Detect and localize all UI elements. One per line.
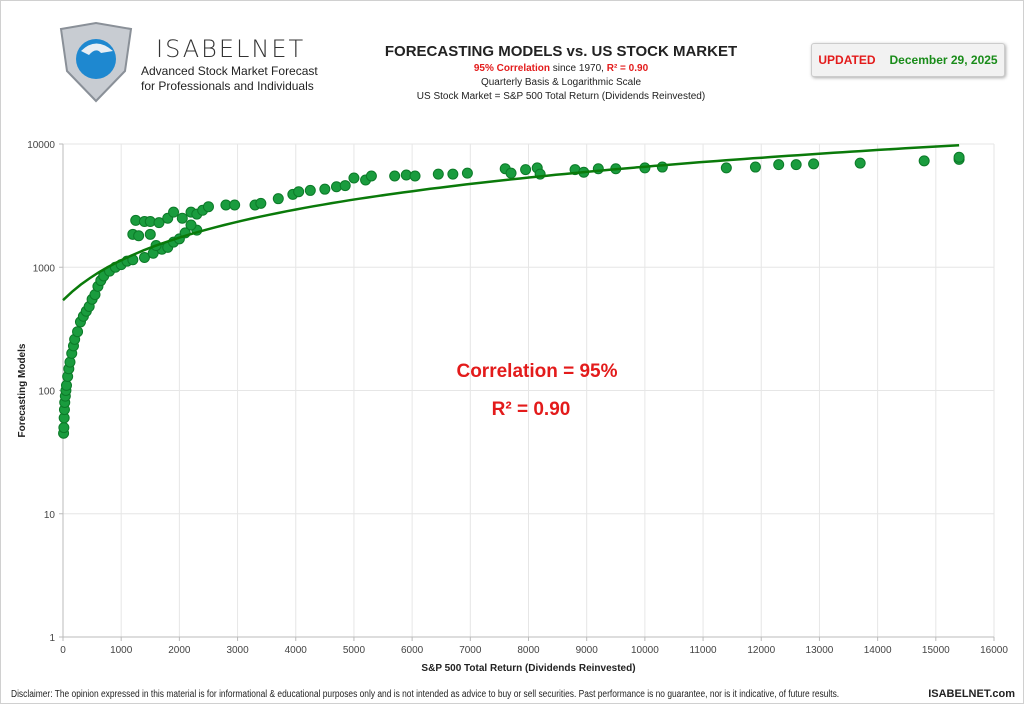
data-point <box>176 212 188 224</box>
data-point <box>749 161 761 173</box>
data-point <box>138 251 150 263</box>
data-point <box>168 206 180 218</box>
annotation-r2: R² = 0.90 <box>491 399 571 420</box>
data-point <box>304 184 316 196</box>
data-point <box>461 167 473 179</box>
y-tick-label: 10 <box>44 510 56 521</box>
x-tick-label: 0 <box>60 645 66 656</box>
subtitle-r2: R² = 0.90 <box>606 63 649 74</box>
data-point <box>319 183 331 195</box>
y-tick-label: 1000 <box>33 263 56 274</box>
x-tick-label: 14000 <box>864 645 892 656</box>
x-tick-label: 4000 <box>285 645 308 656</box>
site-link[interactable]: ISABELNET.com <box>928 688 1015 700</box>
data-point <box>447 168 459 180</box>
x-tick-label: 13000 <box>806 645 834 656</box>
chart-note-definition: US Stock Market = S&P 500 Total Return (… <box>416 91 706 102</box>
x-tick-label: 16000 <box>980 645 1008 656</box>
trendline <box>62 143 960 302</box>
data-point <box>293 186 305 198</box>
disclaimer: Disclaimer: The opinion expressed in thi… <box>11 689 840 700</box>
annotation-correlation: Correlation = 95% <box>456 361 618 382</box>
data-point <box>72 326 84 338</box>
x-tick-label: 8000 <box>517 645 540 656</box>
data-point <box>185 219 197 231</box>
data-point <box>144 228 156 240</box>
x-tick-label: 6000 <box>401 645 424 656</box>
y-tick-label: 10000 <box>27 140 55 151</box>
data-point <box>272 193 284 205</box>
x-tick-label: 11000 <box>690 645 718 656</box>
x-axis-label: S&P 500 Total Return (Dividends Reinvest… <box>421 663 635 674</box>
data-point <box>520 164 532 176</box>
data-point <box>918 155 930 167</box>
data-point <box>854 157 866 169</box>
y-axis-label: Forecasting Models <box>17 343 28 437</box>
data-point <box>153 217 165 229</box>
data-point <box>255 197 267 209</box>
x-tick-label: 3000 <box>226 645 249 656</box>
tagline-2: for Professionals and Individuals <box>141 79 314 93</box>
chart-note-scale: Quarterly Basis & Logarithmic Scale <box>480 77 642 88</box>
x-tick-label: 12000 <box>747 645 775 656</box>
updated-badge: UPDATED December 29, 2025 <box>811 43 1005 77</box>
x-tick-label: 10000 <box>631 645 659 656</box>
data-point <box>58 422 70 434</box>
data-point <box>773 159 785 171</box>
y-tick-label: 1 <box>49 633 55 644</box>
chart-subtitle: 95% Correlation since 1970, R² = 0.90 <box>301 63 821 75</box>
tagline-1: Advanced Stock Market Forecast <box>141 64 318 78</box>
data-point <box>202 201 214 213</box>
data-point <box>720 162 732 174</box>
x-tick-label: 1000 <box>110 645 133 656</box>
updated-date: December 29, 2025 <box>889 53 998 67</box>
data-point <box>409 170 421 182</box>
x-tick-label: 5000 <box>343 645 366 656</box>
x-tick-label: 2000 <box>168 645 191 656</box>
data-point <box>790 159 802 171</box>
brand-name: ISABELNET <box>156 35 306 63</box>
isabelnet-shield-logo <box>59 21 133 103</box>
y-tick-label: 100 <box>38 387 55 398</box>
data-point <box>133 230 145 242</box>
data-point <box>505 167 517 179</box>
x-tick-label: 9000 <box>576 645 599 656</box>
data-point <box>60 379 72 391</box>
chart-title: FORECASTING MODELS vs. US STOCK MARKET <box>384 43 738 60</box>
data-point <box>348 172 360 184</box>
data-point <box>339 180 351 192</box>
data-point <box>365 170 377 182</box>
data-point <box>808 158 820 170</box>
x-tick-label: 15000 <box>922 645 950 656</box>
data-point <box>656 161 668 173</box>
data-point <box>432 168 444 180</box>
x-tick-label: 7000 <box>459 645 482 656</box>
subtitle-since: since 1970, <box>550 63 607 74</box>
data-point <box>953 151 965 163</box>
updated-label: UPDATED <box>818 53 876 67</box>
data-point <box>229 199 241 211</box>
data-point <box>389 170 401 182</box>
subtitle-correlation: 95% Correlation <box>473 63 550 74</box>
